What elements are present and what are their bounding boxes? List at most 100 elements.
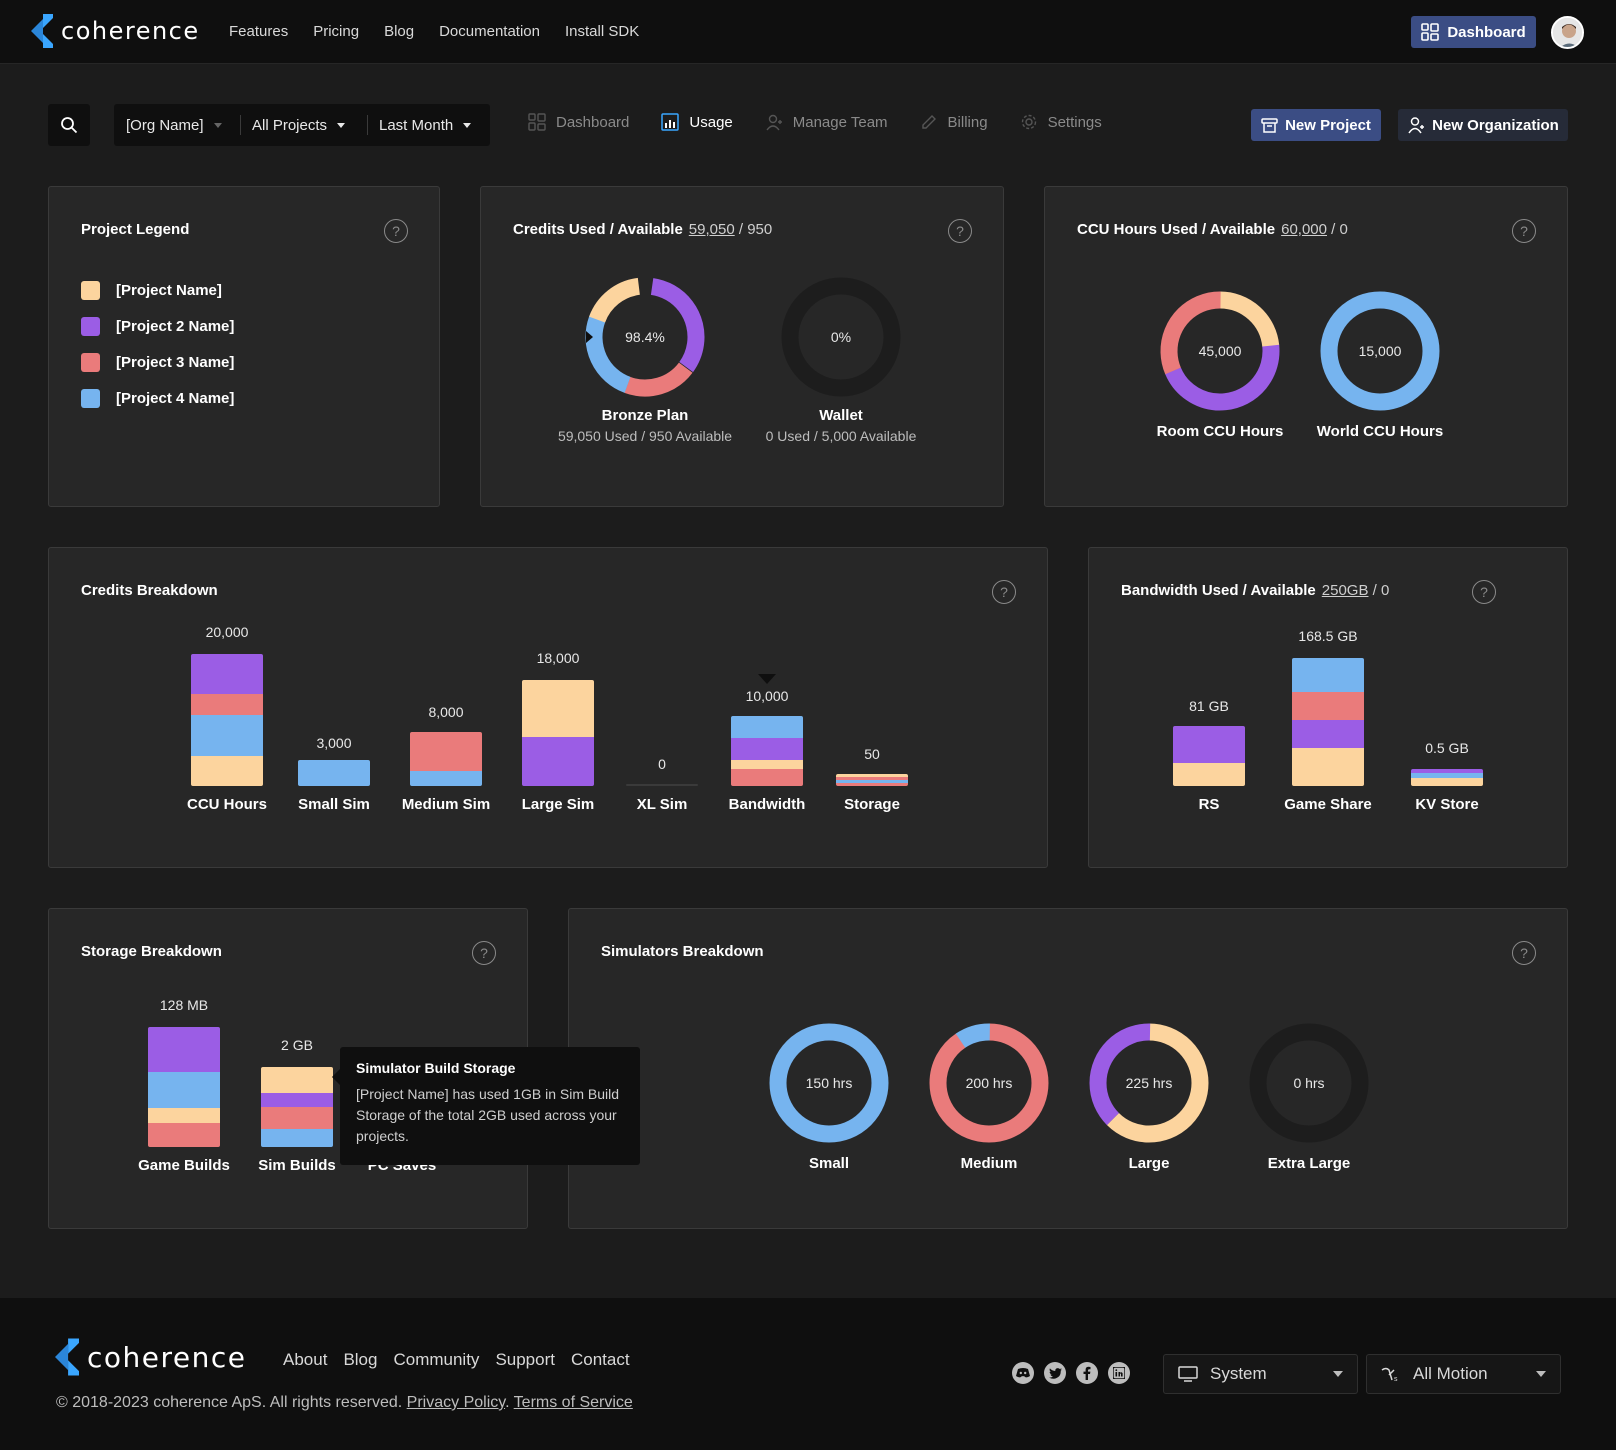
bar-value: 0.5 GB	[1425, 740, 1469, 756]
donut-sublabel: 59,050 Used / 950 Available	[557, 428, 733, 444]
linkedin-icon[interactable]	[1108, 1362, 1130, 1384]
new-project-label: New Project	[1285, 116, 1371, 134]
donut-chart: 15,000	[1320, 291, 1440, 411]
footer-link-blog[interactable]: Blog	[343, 1350, 378, 1369]
help-icon[interactable]: ?	[948, 219, 972, 243]
tab-dashboard[interactable]: Dashboard	[528, 113, 629, 131]
donut-sublabel: 0 Used / 5,000 Available	[765, 428, 917, 444]
privacy-policy-link[interactable]: Privacy Policy	[406, 1394, 506, 1411]
bar-segment	[191, 756, 263, 786]
storage-breakdown-card: Storage Breakdown ? 128 MB Game Builds 2…	[48, 908, 528, 1229]
bar-medium-sim[interactable]: 8,000 Medium Sim	[402, 548, 490, 869]
bar-small-sim[interactable]: 3,000 Small Sim	[298, 548, 370, 869]
help-icon[interactable]: ?	[472, 941, 496, 965]
footer-logo[interactable]: coherence	[55, 1338, 247, 1376]
projects-select-value: All Projects	[252, 116, 328, 134]
bar-value: 128 MB	[159, 997, 209, 1013]
user-avatar[interactable]	[1551, 16, 1584, 49]
legend-label: [Project 4 Name]	[116, 390, 235, 407]
footer-link-contact[interactable]: Contact	[570, 1350, 630, 1369]
tab-settings[interactable]: Settings	[1020, 113, 1102, 131]
monitor-icon	[1178, 1366, 1198, 1382]
credits-used-link[interactable]: 59,050	[688, 221, 735, 238]
bar-xl-sim[interactable]: 0 XL Sim	[626, 548, 698, 869]
section-tabs: Dashboard Usage Manage Team Billing Sett…	[528, 113, 1134, 131]
bar-segment	[410, 732, 482, 771]
bar-segment	[522, 680, 594, 737]
bar-bandwidth[interactable]: 10,000 Bandwidth	[729, 548, 805, 869]
nav-features[interactable]: Features	[229, 23, 289, 40]
bar-segment	[731, 769, 803, 786]
org-select[interactable]: [Org Name]	[114, 104, 240, 146]
bar-rs[interactable]: 81 GB RS	[1173, 548, 1245, 869]
help-icon[interactable]: ?	[1512, 219, 1536, 243]
tab-billing[interactable]: Billing	[920, 113, 988, 131]
nav-pricing[interactable]: Pricing	[313, 23, 360, 40]
bandwidth-used-link[interactable]: 250GB	[1321, 582, 1369, 599]
coherence-logo-icon	[31, 14, 53, 48]
legend-swatch	[81, 317, 100, 336]
bar-storage[interactable]: 50 Storage	[836, 548, 908, 869]
add-user-icon	[1408, 117, 1425, 134]
help-icon[interactable]: ?	[384, 219, 408, 243]
help-icon[interactable]: ?	[992, 580, 1016, 604]
bar-sim-builds[interactable]: 2 GB Sim Builds	[258, 909, 336, 1230]
motion-select[interactable]: s All Motion	[1366, 1354, 1561, 1394]
bar-segment	[1411, 778, 1483, 786]
bar-ccu-hours[interactable]: 20,000 CCU Hours	[187, 548, 267, 869]
tab-usage[interactable]: Usage	[661, 113, 733, 131]
nav-documentation[interactable]: Documentation	[439, 23, 540, 40]
donut-chart: 45,000	[1160, 291, 1280, 411]
tab-manage-team[interactable]: Manage Team	[765, 113, 888, 131]
ccu-used-link[interactable]: 60,000	[1281, 221, 1327, 238]
legend-label: [Project Name]	[116, 282, 222, 299]
copyright-text: © 2018-2023 coherence ApS. All rights re…	[56, 1394, 403, 1411]
bar-value: 2 GB	[281, 1037, 313, 1053]
main-nav: Features Pricing Blog Documentation Inst…	[229, 23, 639, 40]
theme-select[interactable]: System	[1163, 1354, 1358, 1394]
tooltip-title: Simulator Build Storage	[356, 1060, 516, 1076]
footer-link-support[interactable]: Support	[495, 1350, 555, 1369]
bar-segment	[522, 737, 594, 786]
help-icon[interactable]: ?	[1512, 941, 1536, 965]
discord-icon[interactable]	[1012, 1362, 1034, 1384]
chevron-down-icon	[213, 122, 222, 128]
donut-center-value: 45,000	[1199, 343, 1242, 359]
footer-link-about[interactable]: About	[283, 1350, 328, 1369]
bar-segment	[148, 1027, 220, 1072]
nav-install-sdk[interactable]: Install SDK	[565, 23, 640, 40]
bar-large-sim[interactable]: 18,000 Large Sim	[522, 548, 595, 869]
dashboard-button[interactable]: Dashboard	[1411, 16, 1536, 48]
donut-label: World CCU Hours	[1316, 423, 1444, 440]
bar-value: 0	[658, 756, 666, 772]
bar-segment	[731, 760, 803, 769]
small-sim-donut: 150 hrs Small	[759, 1023, 899, 1172]
motion-select-value: All Motion	[1413, 1364, 1488, 1383]
bar-segment	[410, 771, 482, 786]
bar-kv-store[interactable]: 0.5 GB KV Store	[1411, 548, 1483, 869]
bar-game-builds[interactable]: 128 MB Game Builds	[138, 909, 230, 1230]
bar-game-share[interactable]: 168.5 GB Game Share	[1284, 548, 1372, 869]
projects-select[interactable]: All Projects	[240, 104, 367, 146]
search-icon	[61, 117, 78, 134]
bar-stack	[1173, 726, 1245, 786]
bar-label: Medium Sim	[401, 796, 491, 813]
ccu-available: / 0	[1331, 221, 1348, 238]
new-project-button[interactable]: New Project	[1251, 109, 1381, 141]
wallet-donut: 0% Wallet 0 Used / 5,000 Available	[761, 277, 921, 444]
period-select[interactable]: Last Month	[367, 104, 490, 146]
bar-value: 81 GB	[1189, 698, 1229, 714]
bar-segment	[1173, 726, 1245, 763]
help-icon[interactable]: ?	[1472, 580, 1496, 604]
new-organization-button[interactable]: New Organization	[1398, 109, 1568, 141]
twitter-icon[interactable]	[1044, 1362, 1066, 1384]
nav-blog[interactable]: Blog	[384, 23, 415, 40]
terms-of-service-link[interactable]: Terms of Service	[513, 1394, 633, 1411]
search-button[interactable]	[48, 104, 90, 146]
bandwidth-title: Bandwidth Used / Available	[1121, 582, 1316, 599]
tab-usage-label: Usage	[689, 113, 733, 131]
footer-link-community[interactable]: Community	[393, 1350, 480, 1369]
facebook-icon[interactable]	[1076, 1362, 1098, 1384]
bar-stack	[1292, 658, 1364, 786]
coherence-logo[interactable]: coherence	[31, 14, 200, 48]
